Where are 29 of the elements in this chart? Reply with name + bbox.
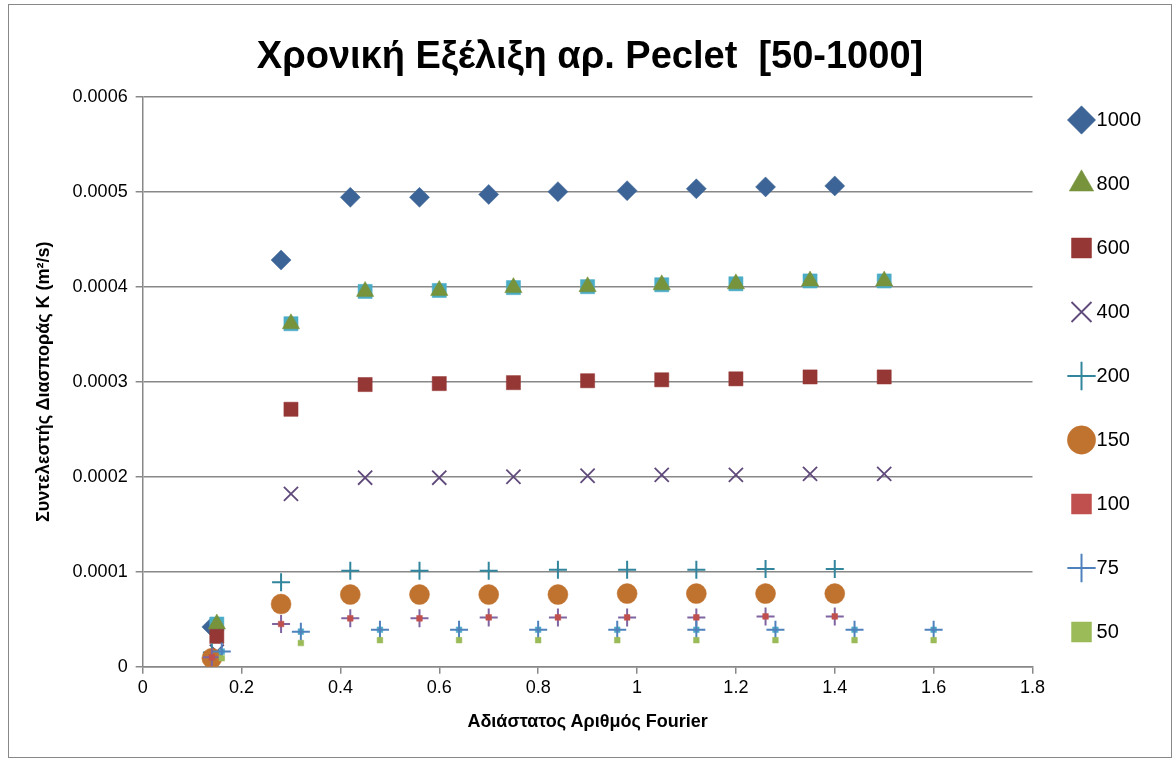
y-tick-label: 0 bbox=[117, 655, 128, 676]
x-tick-label: 0.8 bbox=[525, 676, 551, 697]
legend-label: 400 bbox=[1096, 299, 1130, 322]
legend-label: 75 bbox=[1096, 555, 1119, 578]
x-tick-label: 1.8 bbox=[1019, 676, 1046, 697]
y-tick-label: 0.0001 bbox=[72, 560, 128, 581]
legend-label: 100 bbox=[1096, 491, 1130, 514]
x-tick-label: 1.6 bbox=[921, 676, 947, 697]
x-tick-label: 0.2 bbox=[229, 676, 255, 697]
y-tick-label: 0.0002 bbox=[72, 465, 128, 486]
y-tick-label: 0.0005 bbox=[72, 180, 128, 201]
chart-title: Χρονική Εξέλιξη αρ. Peclet [50-1000] bbox=[256, 34, 924, 77]
legend-label: 800 bbox=[1096, 171, 1130, 194]
x-axis-title: Αδιάστατος Αριθμός Fourier bbox=[467, 711, 708, 732]
legend-label: 200 bbox=[1096, 363, 1130, 386]
x-tick-label: 1.4 bbox=[822, 676, 848, 697]
x-tick-label: 1.2 bbox=[723, 676, 749, 697]
y-tick-label: 0.0003 bbox=[72, 370, 128, 391]
x-tick-label: 1 bbox=[632, 676, 643, 697]
y-axis-title: Συντελεστής Διασποράς Κ (m²/s) bbox=[32, 241, 53, 522]
legend-label: 150 bbox=[1096, 427, 1130, 450]
x-tick-label: 0.6 bbox=[426, 676, 452, 697]
legend-label: 1000 bbox=[1096, 107, 1142, 130]
legend-label: 50 bbox=[1096, 619, 1119, 642]
x-tick-label: 0 bbox=[137, 676, 148, 697]
legend-label: 600 bbox=[1096, 235, 1130, 258]
y-tick-label: 0.0004 bbox=[72, 275, 128, 296]
y-tick-label: 0.0006 bbox=[72, 85, 128, 106]
x-tick-label: 0.4 bbox=[327, 676, 353, 697]
